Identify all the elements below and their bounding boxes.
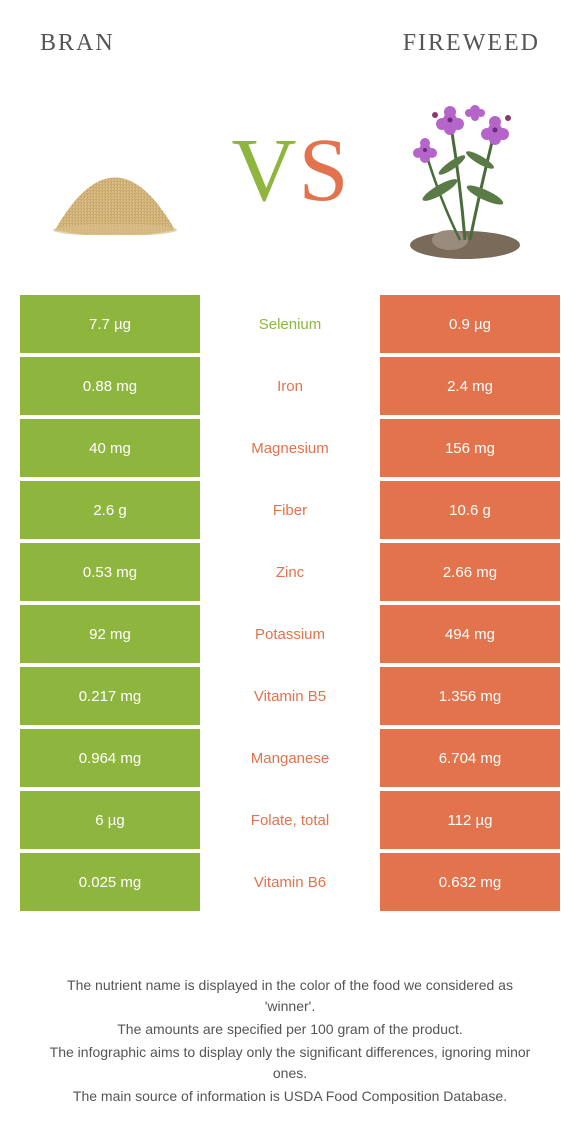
table-row: 0.53 mgZinc2.66 mg (20, 543, 560, 601)
footnote-line: The nutrient name is displayed in the co… (40, 975, 540, 1017)
table-row: 2.6 gFiber10.6 g (20, 481, 560, 539)
right-value: 494 mg (380, 605, 560, 663)
left-value: 6 µg (20, 791, 200, 849)
left-value: 92 mg (20, 605, 200, 663)
left-value: 2.6 g (20, 481, 200, 539)
footnote-line: The infographic aims to display only the… (40, 1042, 540, 1084)
right-value: 6.704 mg (380, 729, 560, 787)
right-value: 2.66 mg (380, 543, 560, 601)
right-value: 1.356 mg (380, 667, 560, 725)
table-row: 6 µgFolate, total112 µg (20, 791, 560, 849)
nutrient-name: Zinc (200, 543, 380, 601)
vs-label: V S (231, 119, 348, 222)
nutrient-name: Fiber (200, 481, 380, 539)
vs-s: S (298, 119, 348, 222)
table-row: 40 mgMagnesium156 mg (20, 419, 560, 477)
comparison-table: 7.7 µgSelenium0.9 µg0.88 mgIron2.4 mg40 … (20, 295, 560, 911)
left-value: 0.964 mg (20, 729, 200, 787)
footnotes: The nutrient name is displayed in the co… (20, 915, 560, 1107)
nutrient-name: Vitamin B6 (200, 853, 380, 911)
table-row: 92 mgPotassium494 mg (20, 605, 560, 663)
right-value: 0.9 µg (380, 295, 560, 353)
header-right: Fireweed (403, 30, 540, 57)
infographic-root: Bran Fireweed (0, 0, 580, 1129)
left-value: 40 mg (20, 419, 200, 477)
table-row: 0.964 mgManganese6.704 mg (20, 729, 560, 787)
right-value: 156 mg (380, 419, 560, 477)
nutrient-name: Magnesium (200, 419, 380, 477)
nutrient-name: Manganese (200, 729, 380, 787)
right-value: 2.4 mg (380, 357, 560, 415)
left-value: 0.025 mg (20, 853, 200, 911)
right-value: 10.6 g (380, 481, 560, 539)
left-value: 0.88 mg (20, 357, 200, 415)
nutrient-name: Selenium (200, 295, 380, 353)
footnote-line: The amounts are specified per 100 gram o… (40, 1019, 540, 1040)
vs-v: V (231, 119, 296, 222)
left-value: 0.217 mg (20, 667, 200, 725)
table-row: 0.217 mgVitamin B51.356 mg (20, 667, 560, 725)
nutrient-name: Vitamin B5 (200, 667, 380, 725)
right-value: 0.632 mg (380, 853, 560, 911)
table-row: 7.7 µgSelenium0.9 µg (20, 295, 560, 353)
right-value: 112 µg (380, 791, 560, 849)
nutrient-name: Iron (200, 357, 380, 415)
table-row: 0.88 mgIron2.4 mg (20, 357, 560, 415)
nutrient-name: Potassium (200, 605, 380, 663)
footnote-line: The main source of information is USDA F… (40, 1086, 540, 1107)
left-value: 7.7 µg (20, 295, 200, 353)
fireweed-image (380, 85, 550, 255)
bran-image (30, 85, 200, 255)
header-left: Bran (40, 30, 115, 57)
table-row: 0.025 mgVitamin B60.632 mg (20, 853, 560, 911)
nutrient-name: Folate, total (200, 791, 380, 849)
header: Bran Fireweed (20, 20, 560, 75)
left-value: 0.53 mg (20, 543, 200, 601)
hero-row: V S (20, 75, 560, 295)
